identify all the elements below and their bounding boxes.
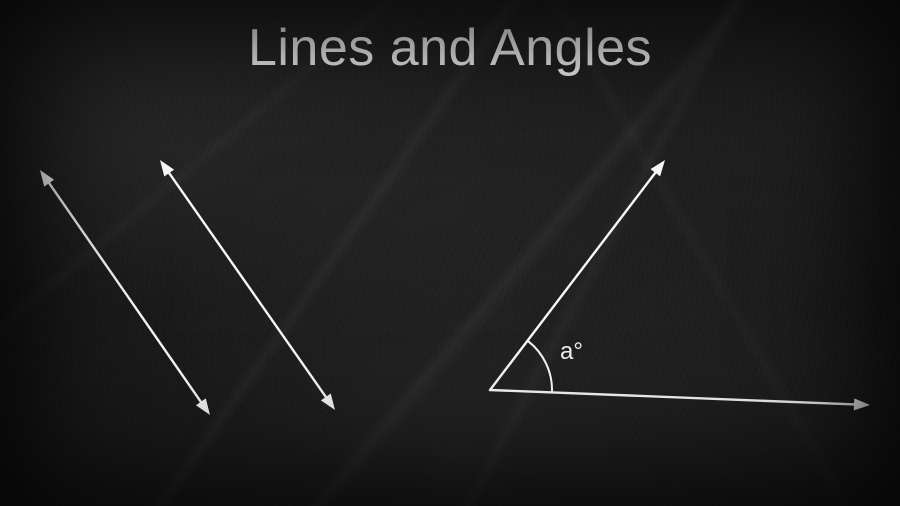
parallel-line-1 [40,170,210,415]
angle-ray-base [490,390,870,410]
parallel-line-2 [160,160,335,410]
angle-label: a° [560,338,583,366]
angle-arc [528,341,552,392]
diagram-svg [0,0,900,506]
